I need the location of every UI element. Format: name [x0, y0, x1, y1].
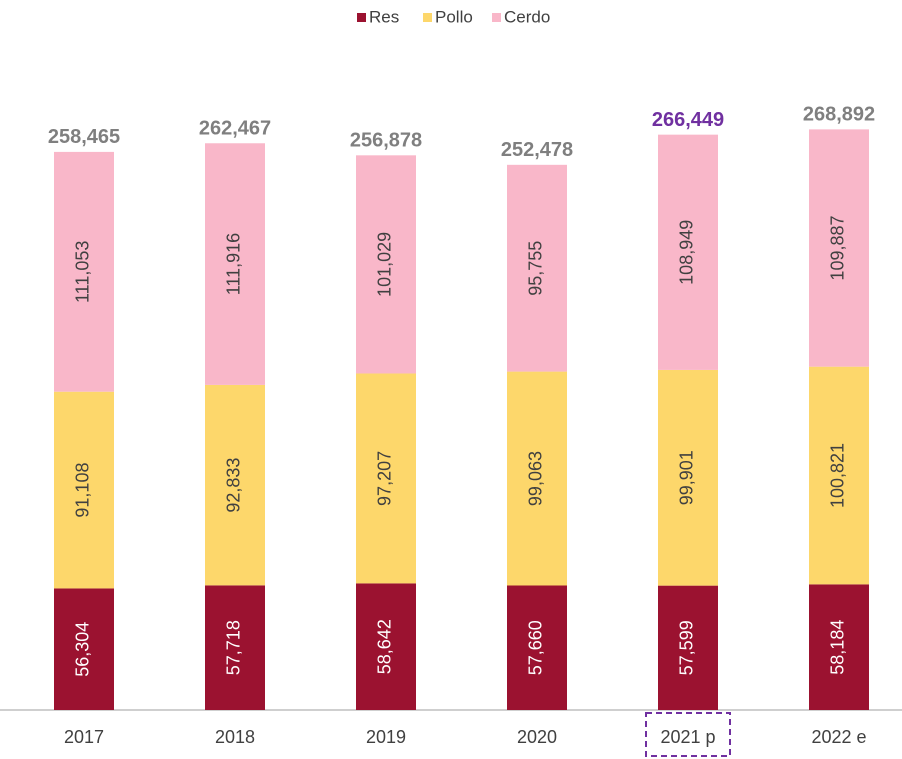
- bar-segment: [205, 585, 265, 710]
- legend-label: Cerdo: [504, 7, 550, 26]
- x-tick-label: 2021 p: [660, 727, 715, 747]
- bar-segment: [809, 366, 869, 585]
- value-label: 111,053: [73, 241, 93, 303]
- legend-label: Res: [369, 7, 399, 26]
- total-label: 262,467: [199, 118, 271, 140]
- value-label: 58,184: [828, 620, 848, 675]
- legend-label: Pollo: [435, 7, 473, 26]
- bar-segment: [54, 151, 114, 392]
- total-label: 266,449: [652, 109, 724, 131]
- bar-segment: [658, 585, 718, 710]
- value-label: 111,916: [224, 233, 244, 295]
- value-label: 109,887: [828, 215, 848, 280]
- value-label: 95,755: [526, 241, 546, 296]
- value-label: 101,029: [375, 232, 395, 297]
- value-label: 100,821: [828, 443, 848, 508]
- value-label: 99,063: [526, 451, 546, 506]
- value-label: 99,901: [677, 450, 697, 505]
- legend-swatch: [492, 13, 501, 22]
- value-label: 57,599: [677, 620, 697, 675]
- bar-segment: [205, 384, 265, 586]
- bar-segment: [809, 584, 869, 710]
- x-tick-label: 2020: [517, 727, 557, 747]
- x-tick-label: 2019: [366, 727, 406, 747]
- total-label: 268,892: [803, 104, 875, 126]
- bar-segment: [507, 585, 567, 710]
- bar-segment: [356, 373, 416, 584]
- value-label: 56,304: [73, 622, 93, 677]
- bar-segment: [54, 588, 114, 710]
- value-label: 108,949: [677, 220, 697, 285]
- total-label: 256,878: [350, 130, 422, 152]
- value-label: 97,207: [375, 451, 395, 506]
- bar-segment: [356, 155, 416, 374]
- value-label: 57,718: [224, 620, 244, 675]
- bar-segment: [356, 583, 416, 710]
- value-label: 92,833: [224, 458, 244, 513]
- highlight-box: [645, 712, 731, 757]
- legend-swatch: [357, 13, 366, 22]
- bar-segment: [507, 164, 567, 372]
- x-tick-label: 2017: [64, 727, 104, 747]
- total-label: 258,465: [48, 126, 120, 148]
- x-tick-label: 2018: [215, 727, 255, 747]
- value-label: 91,108: [73, 463, 93, 518]
- value-label: 58,642: [375, 619, 395, 674]
- value-label: 57,660: [526, 620, 546, 675]
- bar-segment: [205, 143, 265, 385]
- x-tick-label: 2022 e: [811, 727, 866, 747]
- bar-segment: [809, 129, 869, 367]
- total-label: 252,478: [501, 139, 573, 161]
- legend-swatch: [423, 13, 432, 22]
- bar-segment: [658, 134, 718, 370]
- bar-segment: [658, 369, 718, 586]
- bar-segment: [507, 371, 567, 586]
- bar-segment: [54, 391, 114, 589]
